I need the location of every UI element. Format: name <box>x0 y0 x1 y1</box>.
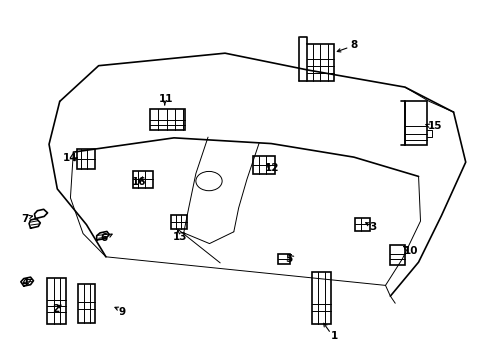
Bar <box>149 109 184 130</box>
Text: 14: 14 <box>63 153 78 163</box>
Bar <box>77 149 95 169</box>
Text: 5: 5 <box>285 254 292 264</box>
Text: 8: 8 <box>349 40 357 50</box>
Bar <box>311 272 330 324</box>
Bar <box>278 254 289 264</box>
Text: 2: 2 <box>52 304 60 314</box>
Text: 4: 4 <box>21 278 28 288</box>
Text: 3: 3 <box>369 222 376 232</box>
Text: 9: 9 <box>118 307 125 317</box>
Text: 13: 13 <box>173 232 187 242</box>
Text: 12: 12 <box>264 163 279 173</box>
Bar <box>404 102 427 145</box>
Bar <box>389 245 404 265</box>
Bar <box>306 44 333 81</box>
Bar <box>78 284 95 323</box>
Bar <box>132 171 153 188</box>
Text: 7: 7 <box>21 214 28 224</box>
Text: 10: 10 <box>403 246 417 256</box>
Text: 1: 1 <box>330 332 337 342</box>
Text: 11: 11 <box>158 94 173 104</box>
Text: 16: 16 <box>131 177 146 187</box>
Bar <box>253 156 274 174</box>
Text: 15: 15 <box>427 121 442 131</box>
Bar <box>170 215 186 229</box>
Text: 6: 6 <box>101 233 108 243</box>
Bar <box>46 278 66 324</box>
Bar <box>355 217 369 231</box>
